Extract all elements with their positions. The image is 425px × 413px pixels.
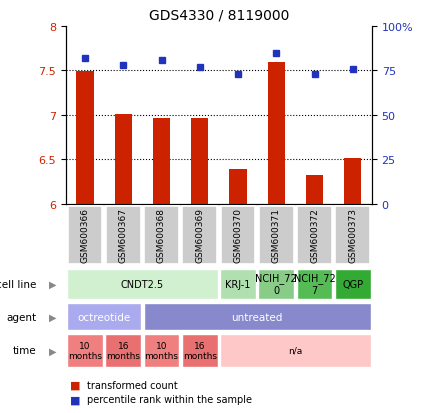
Text: untreated: untreated: [232, 312, 283, 322]
Text: GSM600372: GSM600372: [310, 208, 319, 263]
Text: KRJ-1: KRJ-1: [225, 279, 251, 289]
Text: GSM600366: GSM600366: [80, 208, 90, 263]
Text: percentile rank within the sample: percentile rank within the sample: [87, 394, 252, 404]
Text: QGP: QGP: [342, 279, 363, 289]
Text: ■: ■: [70, 380, 81, 390]
Text: NCIH_72
0: NCIH_72 0: [255, 273, 297, 295]
Text: GSM600368: GSM600368: [157, 208, 166, 263]
Title: GDS4330 / 8119000: GDS4330 / 8119000: [149, 9, 289, 23]
Text: GSM600367: GSM600367: [119, 208, 128, 263]
Text: CNDT2.5: CNDT2.5: [121, 279, 164, 289]
Text: NCIH_72
7: NCIH_72 7: [294, 273, 335, 295]
Bar: [191, 119, 208, 204]
Text: 16
months: 16 months: [106, 341, 140, 360]
Text: cell line: cell line: [0, 279, 36, 289]
Bar: [115, 115, 132, 204]
Text: n/a: n/a: [288, 346, 303, 355]
Text: ▶: ▶: [49, 312, 57, 322]
Text: 10
months: 10 months: [144, 341, 178, 360]
Text: 10
months: 10 months: [68, 341, 102, 360]
Text: ▶: ▶: [49, 346, 57, 356]
Text: ▶: ▶: [49, 279, 57, 289]
Text: agent: agent: [6, 312, 36, 322]
Bar: [76, 72, 94, 204]
Text: GSM600371: GSM600371: [272, 208, 281, 263]
Bar: [344, 158, 361, 204]
Bar: [153, 118, 170, 204]
Bar: [268, 63, 285, 204]
Text: GSM600373: GSM600373: [348, 208, 357, 263]
Text: time: time: [12, 346, 36, 356]
Text: GSM600370: GSM600370: [233, 208, 243, 263]
Bar: [306, 176, 323, 204]
Bar: [230, 170, 246, 204]
Text: transformed count: transformed count: [87, 380, 178, 390]
Text: GSM600369: GSM600369: [195, 208, 204, 263]
Text: octreotide: octreotide: [77, 312, 131, 322]
Text: ■: ■: [70, 394, 81, 404]
Text: 16
months: 16 months: [183, 341, 217, 360]
